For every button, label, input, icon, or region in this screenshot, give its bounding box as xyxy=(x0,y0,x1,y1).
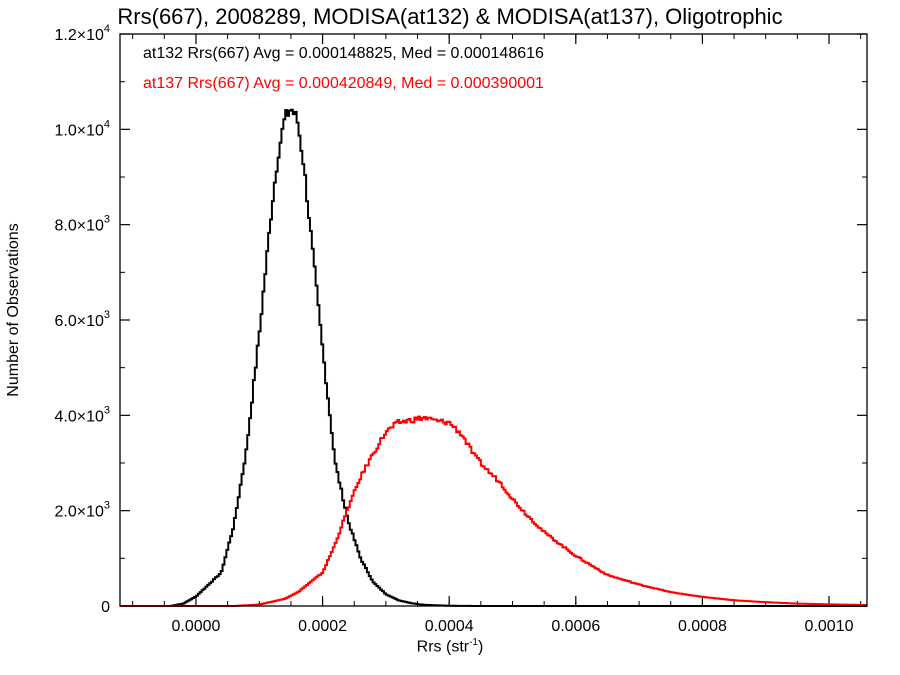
annotation-at137: at137 Rrs(667) Avg = 0.000420849, Med = … xyxy=(143,75,544,92)
axes: 0.0000 0.0002 0.0004 0.0006 0.0008 0.0010 0 2.0… xyxy=(54,23,867,635)
y-tick-exponent: 4 xyxy=(104,118,110,130)
series-1-histogram-line xyxy=(120,415,868,607)
x-tick-label: 0.0010 xyxy=(805,618,854,635)
x-axis-label-superscript: -1 xyxy=(469,637,478,648)
x-tick-label: 0.0000 xyxy=(171,618,220,635)
y-tick-mantissa: 1.0×10 xyxy=(54,122,103,139)
y-tick-label: 8.0×103 xyxy=(54,214,110,235)
y-axis-label: Number of Observations xyxy=(5,223,22,397)
y-tick-mantissa: 1.2×10 xyxy=(54,27,103,44)
y-tick-mantissa: 4.0×10 xyxy=(54,408,103,425)
y-tick-exponent: 3 xyxy=(104,214,110,226)
y-tick-label: 1.2×104 xyxy=(54,23,110,44)
chart-title: Rrs(667), 2008289, MODISA(at132) & MODIS… xyxy=(117,4,783,29)
y-tick-label: 2.0×103 xyxy=(54,500,110,521)
x-axis-label-text: Rrs (str xyxy=(416,638,470,656)
series-0-histogram-line xyxy=(120,108,867,607)
y-tick-exponent: 3 xyxy=(104,404,110,416)
y-tick-mantissa: 6.0×10 xyxy=(54,313,103,330)
x-tick-label: 0.0002 xyxy=(298,618,347,635)
series-layer xyxy=(120,108,868,607)
annotation-at132: at132 Rrs(667) Avg = 0.000148825, Med = … xyxy=(143,45,544,62)
y-tick-exponent: 3 xyxy=(104,500,110,512)
x-tick-label: 0.0004 xyxy=(425,618,474,635)
y-tick-mantissa: 8.0×10 xyxy=(54,218,103,235)
y-tick-label: 1.0×104 xyxy=(54,118,110,139)
y-tick-label: 6.0×103 xyxy=(54,309,110,330)
y-tick-label: 4.0×103 xyxy=(54,404,110,425)
y-tick-label: 0 xyxy=(101,599,110,616)
x-tick-label: 0.0008 xyxy=(678,618,727,635)
x-axis-label-suffix: ) xyxy=(478,638,484,656)
y-tick-exponent: 4 xyxy=(104,23,110,35)
plot-frame xyxy=(119,33,868,607)
y-tick-exponent: 3 xyxy=(104,309,110,321)
y-tick-mantissa: 0 xyxy=(101,599,110,616)
x-tick-label: 0.0006 xyxy=(551,618,600,635)
x-axis-label: Rrs (str-1) xyxy=(0,637,900,656)
y-tick-mantissa: 2.0×10 xyxy=(54,504,103,521)
